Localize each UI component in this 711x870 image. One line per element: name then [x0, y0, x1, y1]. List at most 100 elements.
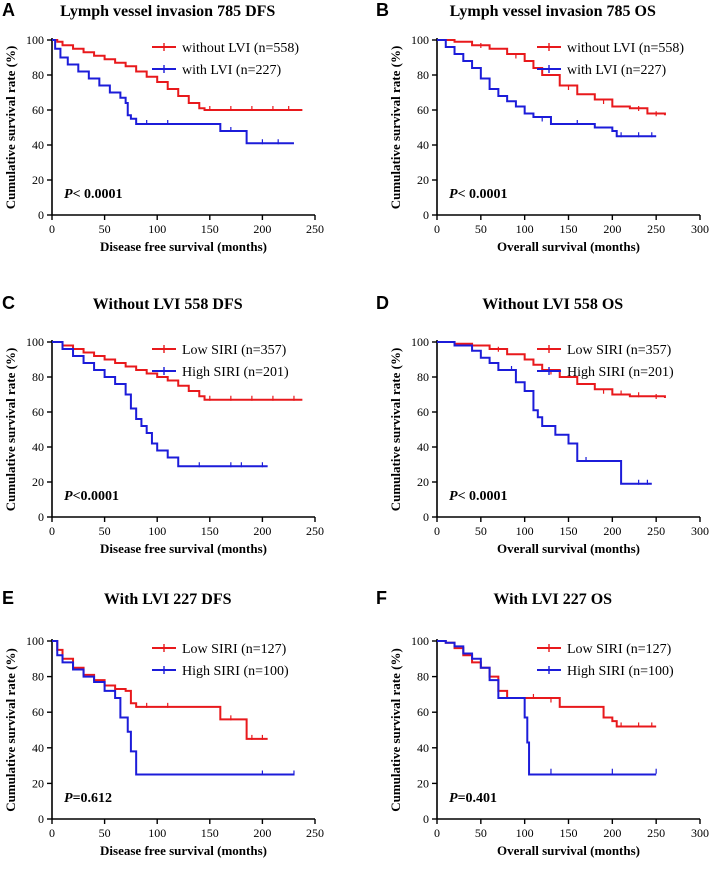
- series-line-blue: [52, 39, 294, 145]
- x-tick-label: 0: [434, 826, 440, 840]
- legend-label: High SIRI (n=201): [567, 365, 674, 380]
- y-tick-label: 0: [38, 208, 44, 222]
- p-value: P=0.401: [449, 791, 497, 806]
- legend-label: Low SIRI (n=127): [567, 642, 672, 657]
- x-axis-label: Overall survival (months): [497, 843, 640, 858]
- y-axis-label: Cumulative survival rate (%): [3, 46, 18, 210]
- x-tick-label: 100: [148, 222, 166, 236]
- chart-title: Without LVI 558 OS: [482, 296, 623, 313]
- y-tick-label: 80: [417, 370, 429, 384]
- y-tick-label: 40: [32, 138, 44, 152]
- x-tick-label: 50: [475, 524, 487, 538]
- series-line-blue: [52, 341, 268, 468]
- x-tick-label: 250: [306, 524, 324, 538]
- x-tick-label: 250: [647, 222, 665, 236]
- series-line-blue: [437, 640, 657, 776]
- x-tick-label: 50: [475, 222, 487, 236]
- y-tick-label: 100: [26, 634, 44, 648]
- y-tick-label: 100: [411, 634, 429, 648]
- y-tick-label: 80: [417, 670, 429, 684]
- y-tick-label: 60: [32, 405, 44, 419]
- y-tick-label: 80: [32, 370, 44, 384]
- x-tick-label: 300: [691, 524, 709, 538]
- y-tick-label: 40: [417, 741, 429, 755]
- y-tick-label: 0: [38, 510, 44, 524]
- panel-e: E With LVI 227 DFS 0 20 40 60 80 100 0 50 100 150 20…: [2, 588, 324, 858]
- legend-label: with LVI (n=227): [182, 63, 281, 78]
- x-tick-label: 100: [516, 524, 534, 538]
- p-value: P< 0.0001: [449, 489, 508, 504]
- legend-label: without LVI (n=558): [567, 41, 684, 56]
- x-tick-label: 50: [99, 222, 111, 236]
- series-line-red: [437, 341, 666, 398]
- legend-label: Low SIRI (n=127): [182, 642, 287, 657]
- legend-label: with LVI (n=227): [567, 63, 666, 78]
- x-tick-label: 100: [148, 826, 166, 840]
- series-line-red: [52, 341, 303, 401]
- panel-letter: D: [376, 293, 389, 313]
- y-tick-label: 100: [26, 33, 44, 47]
- x-tick-label: 250: [306, 222, 324, 236]
- y-axis-label: Cumulative survival rate (%): [3, 348, 18, 512]
- chart-title: Without LVI 558 DFS: [93, 296, 243, 313]
- x-tick-label: 150: [201, 826, 219, 840]
- series-line-red: [437, 39, 666, 116]
- chart-title: Lymph vessel invasion 785 OS: [450, 3, 656, 20]
- y-tick-label: 80: [417, 68, 429, 82]
- y-axis-label: Cumulative survival rate (%): [388, 648, 403, 812]
- panel-f: F With LVI 227 OS 0 20 40 60 80 100 0 50 100 150 200…: [376, 588, 709, 858]
- x-tick-label: 300: [691, 222, 709, 236]
- x-tick-label: 250: [306, 826, 324, 840]
- y-tick-label: 20: [417, 475, 429, 489]
- chart-title: With LVI 227 OS: [493, 591, 612, 608]
- x-axis-label: Disease free survival (months): [100, 239, 267, 254]
- series-line-blue: [52, 640, 294, 776]
- y-tick-label: 60: [32, 705, 44, 719]
- panel-a: A Lymph vessel invasion 785 DFS 0 20 40 60 80 1…: [2, 0, 324, 254]
- y-tick-label: 20: [417, 776, 429, 790]
- chart-title: Lymph vessel invasion 785 DFS: [60, 3, 275, 20]
- y-tick-label: 20: [32, 776, 44, 790]
- y-tick-label: 60: [32, 103, 44, 117]
- legend-label: High SIRI (n=201): [182, 365, 289, 380]
- x-tick-label: 50: [99, 524, 111, 538]
- x-tick-label: 50: [99, 826, 111, 840]
- x-tick-label: 0: [49, 524, 55, 538]
- x-tick-label: 200: [253, 222, 271, 236]
- x-tick-label: 0: [434, 222, 440, 236]
- y-tick-label: 0: [423, 812, 429, 826]
- legend-label: Low SIRI (n=357): [182, 343, 287, 358]
- chart-title: With LVI 227 DFS: [104, 591, 232, 608]
- x-tick-label: 250: [647, 524, 665, 538]
- x-tick-label: 100: [516, 222, 534, 236]
- y-tick-label: 40: [417, 440, 429, 454]
- x-tick-label: 0: [49, 826, 55, 840]
- panel-letter: F: [376, 588, 387, 608]
- series-line-red: [52, 39, 303, 111]
- x-tick-label: 150: [560, 826, 578, 840]
- y-tick-label: 100: [26, 335, 44, 349]
- legend-label: Low SIRI (n=357): [567, 343, 672, 358]
- y-axis-label: Cumulative survival rate (%): [388, 348, 403, 512]
- y-axis-label: Cumulative survival rate (%): [3, 648, 18, 812]
- y-tick-label: 80: [32, 68, 44, 82]
- y-tick-label: 20: [32, 475, 44, 489]
- panel-b: B Lymph vessel invasion 785 OS 0 20 40 60 80 10…: [376, 0, 709, 254]
- y-tick-label: 40: [32, 440, 44, 454]
- y-tick-label: 0: [38, 812, 44, 826]
- x-tick-label: 100: [516, 826, 534, 840]
- panel-letter: C: [2, 293, 15, 313]
- x-tick-label: 150: [201, 222, 219, 236]
- panel-letter: B: [376, 0, 389, 20]
- series-line-red: [52, 640, 268, 740]
- y-tick-label: 20: [32, 173, 44, 187]
- y-tick-label: 60: [417, 405, 429, 419]
- x-tick-label: 200: [603, 826, 621, 840]
- x-tick-label: 100: [148, 524, 166, 538]
- y-tick-label: 80: [32, 670, 44, 684]
- y-tick-label: 60: [417, 103, 429, 117]
- legend-label: without LVI (n=558): [182, 41, 299, 56]
- legend-label: High SIRI (n=100): [182, 664, 289, 679]
- p-value: P=0.612: [64, 791, 112, 806]
